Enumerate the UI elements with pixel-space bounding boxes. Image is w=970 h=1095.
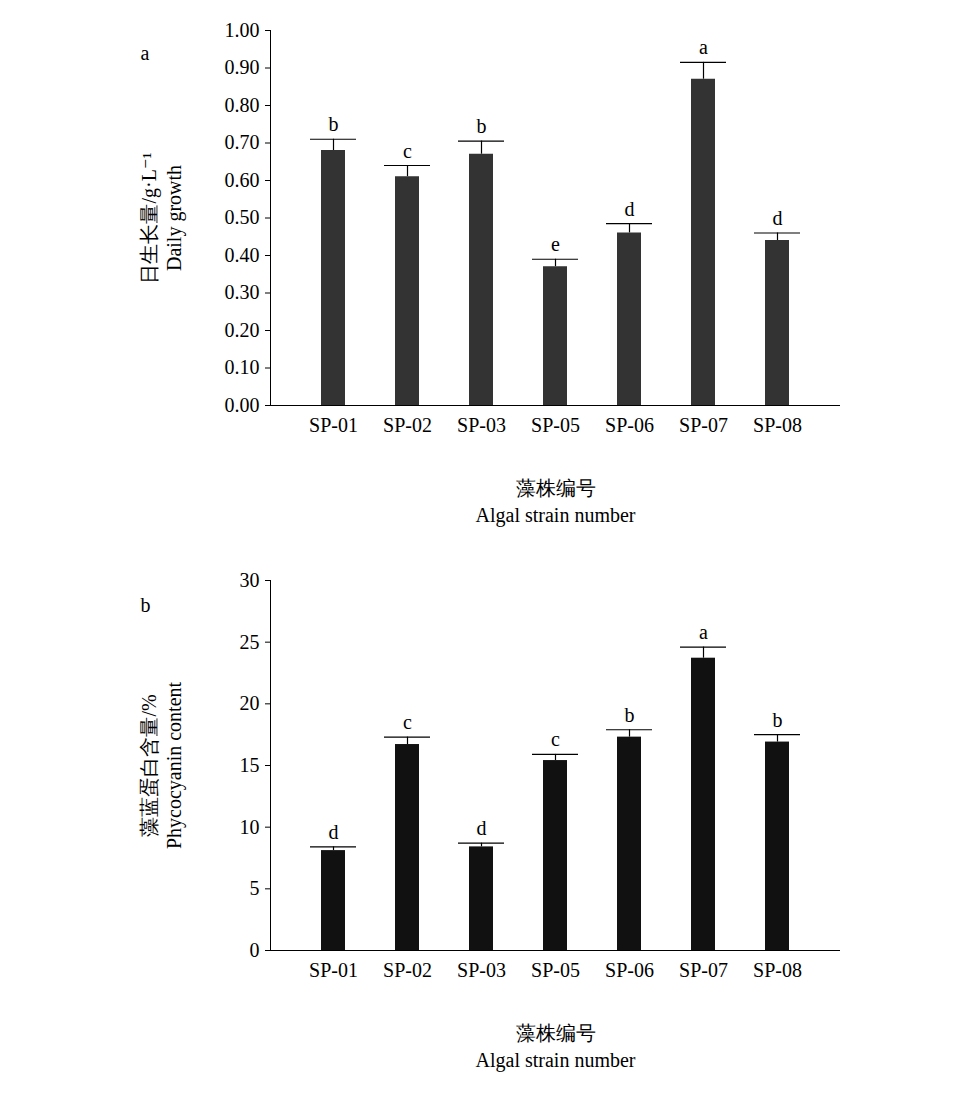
- svg-text:d: d: [329, 821, 339, 843]
- svg-text:SP-07: SP-07: [679, 959, 728, 981]
- svg-text:25: 25: [240, 631, 260, 653]
- svg-text:1.00: 1.00: [225, 19, 260, 41]
- svg-text:0.10: 0.10: [225, 356, 260, 378]
- svg-text:SP-01: SP-01: [309, 414, 358, 436]
- svg-text:SP-03: SP-03: [457, 414, 506, 436]
- svg-text:c: c: [403, 140, 412, 162]
- svg-text:0.70: 0.70: [225, 131, 260, 153]
- svg-text:d: d: [625, 198, 635, 220]
- svg-text:b: b: [329, 113, 339, 135]
- svg-text:5: 5: [250, 877, 260, 899]
- svg-text:e: e: [551, 233, 560, 255]
- svg-text:藻株编号Algal strain number: 藻株编号Algal strain number: [476, 477, 636, 527]
- svg-text:a: a: [141, 42, 150, 64]
- svg-text:SP-08: SP-08: [753, 959, 802, 981]
- svg-text:SP-06: SP-06: [605, 414, 654, 436]
- svg-text:d: d: [773, 207, 783, 229]
- svg-text:15: 15: [240, 754, 260, 776]
- svg-text:a: a: [699, 36, 708, 58]
- svg-text:0.60: 0.60: [225, 169, 260, 191]
- svg-text:SP-02: SP-02: [383, 959, 432, 981]
- svg-text:SP-01: SP-01: [309, 959, 358, 981]
- svg-text:a: a: [699, 621, 708, 643]
- svg-text:0.90: 0.90: [225, 56, 260, 78]
- svg-text:c: c: [403, 711, 412, 733]
- svg-text:10: 10: [240, 816, 260, 838]
- svg-text:SP-02: SP-02: [383, 414, 432, 436]
- svg-text:d: d: [477, 817, 487, 839]
- svg-text:SP-06: SP-06: [605, 959, 654, 981]
- svg-text:b: b: [477, 115, 487, 137]
- svg-text:0.80: 0.80: [225, 94, 260, 116]
- svg-text:0.00: 0.00: [225, 394, 260, 416]
- svg-text:藻株编号Algal strain number: 藻株编号Algal strain number: [476, 1022, 636, 1072]
- svg-text:b: b: [625, 704, 635, 726]
- svg-text:0.20: 0.20: [225, 319, 260, 341]
- svg-text:藻蓝蛋白含量/%Phycocyanin content: 藻蓝蛋白含量/%Phycocyanin content: [138, 681, 186, 849]
- svg-text:0.30: 0.30: [225, 281, 260, 303]
- svg-text:20: 20: [240, 692, 260, 714]
- svg-text:0: 0: [250, 939, 260, 961]
- svg-text:b: b: [141, 594, 151, 616]
- svg-text:0.50: 0.50: [225, 206, 260, 228]
- svg-text:SP-03: SP-03: [457, 959, 506, 981]
- svg-text:30: 30: [240, 569, 260, 591]
- svg-text:SP-07: SP-07: [679, 414, 728, 436]
- svg-text:日生长量/g·L⁻¹Daily growth: 日生长量/g·L⁻¹Daily growth: [138, 153, 186, 284]
- svg-text:SP-05: SP-05: [531, 959, 580, 981]
- svg-text:b: b: [773, 709, 783, 731]
- svg-text:c: c: [551, 728, 560, 750]
- svg-text:0.40: 0.40: [225, 244, 260, 266]
- svg-text:SP-08: SP-08: [753, 414, 802, 436]
- svg-text:SP-05: SP-05: [531, 414, 580, 436]
